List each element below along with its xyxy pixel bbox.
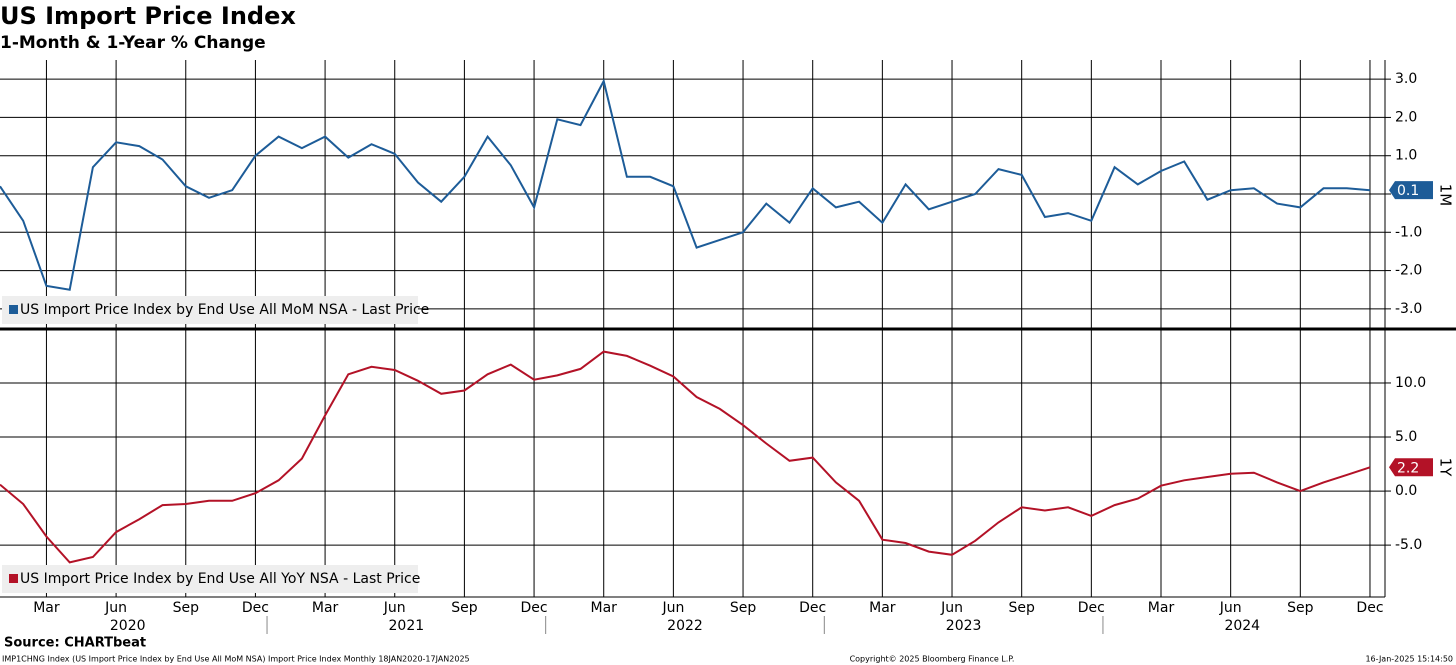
last-value-tag (1389, 181, 1433, 200)
y-tick-label: -2.0 (1395, 263, 1422, 279)
x-tick-label: Dec (1078, 600, 1105, 616)
chart-subtitle: 1-Month & 1-Year % Change (0, 33, 266, 53)
x-tick-label: Jun (383, 600, 406, 616)
x-tick-label: Mar (33, 600, 60, 616)
y-tick-label: -5.0 (1395, 537, 1422, 553)
x-tick-label: Mar (312, 600, 339, 616)
last-value-label: 0.1 (1397, 183, 1419, 199)
source: Source: CHARTbeat (4, 636, 146, 651)
panel-label: 1M (1437, 184, 1455, 207)
x-year-label: 2022 (667, 618, 703, 634)
y-tick-label: -3.0 (1395, 301, 1422, 317)
x-tick-label: Dec (1356, 600, 1383, 616)
y-tick-label: 3.0 (1395, 71, 1417, 87)
legend-label: US Import Price Index by End Use All MoM… (20, 302, 429, 318)
x-tick-label: Dec (799, 600, 826, 616)
x-year-label: 2021 (389, 618, 425, 634)
legend-swatch (9, 574, 18, 583)
x-tick-label: Dec (242, 600, 269, 616)
y-tick-label: 5.0 (1395, 429, 1417, 445)
x-year-label: 2024 (1224, 618, 1260, 634)
footer-center: Copyright© 2025 Bloomberg Finance L.P. (850, 655, 1015, 664)
y-tick-label: 2.0 (1395, 109, 1417, 125)
y-tick-label: 10.0 (1395, 375, 1426, 391)
legend-swatch (9, 305, 18, 314)
y-tick-label: -1.0 (1395, 224, 1422, 240)
y-tick-label: 1.0 (1395, 148, 1417, 164)
footer-left: IMP1CHNG Index (US Import Price Index by… (2, 655, 470, 664)
last-value-tag (1389, 458, 1433, 477)
legend-box (2, 296, 418, 324)
x-tick-label: Sep (730, 600, 757, 616)
x-tick-label: Mar (591, 600, 618, 616)
x-tick-label: Jun (104, 600, 127, 616)
last-value-label: 2.2 (1397, 460, 1419, 476)
x-tick-label: Jun (940, 600, 963, 616)
panel-label: 1Y (1437, 458, 1455, 478)
x-tick-label: Mar (869, 600, 896, 616)
x-year-label: 2020 (110, 618, 146, 634)
footer-right: 16-Jan-2025 15:14:50 (1365, 655, 1453, 664)
x-tick-label: Mar (1148, 600, 1175, 616)
x-tick-label: Sep (451, 600, 478, 616)
y-tick-label: 0.0 (1395, 483, 1417, 499)
x-tick-label: Sep (1287, 600, 1314, 616)
legend-label: US Import Price Index by End Use All YoY… (20, 571, 420, 587)
legend-box (2, 565, 418, 593)
chart-title: US Import Price Index (0, 2, 296, 30)
x-tick-label: Jun (1219, 600, 1242, 616)
series-line (0, 350, 1371, 564)
x-tick-label: Jun (661, 600, 684, 616)
x-tick-label: Dec (521, 600, 548, 616)
x-year-label: 2023 (946, 618, 982, 634)
x-tick-label: Sep (1008, 600, 1035, 616)
series-line (0, 78, 1371, 291)
x-tick-label: Sep (173, 600, 200, 616)
